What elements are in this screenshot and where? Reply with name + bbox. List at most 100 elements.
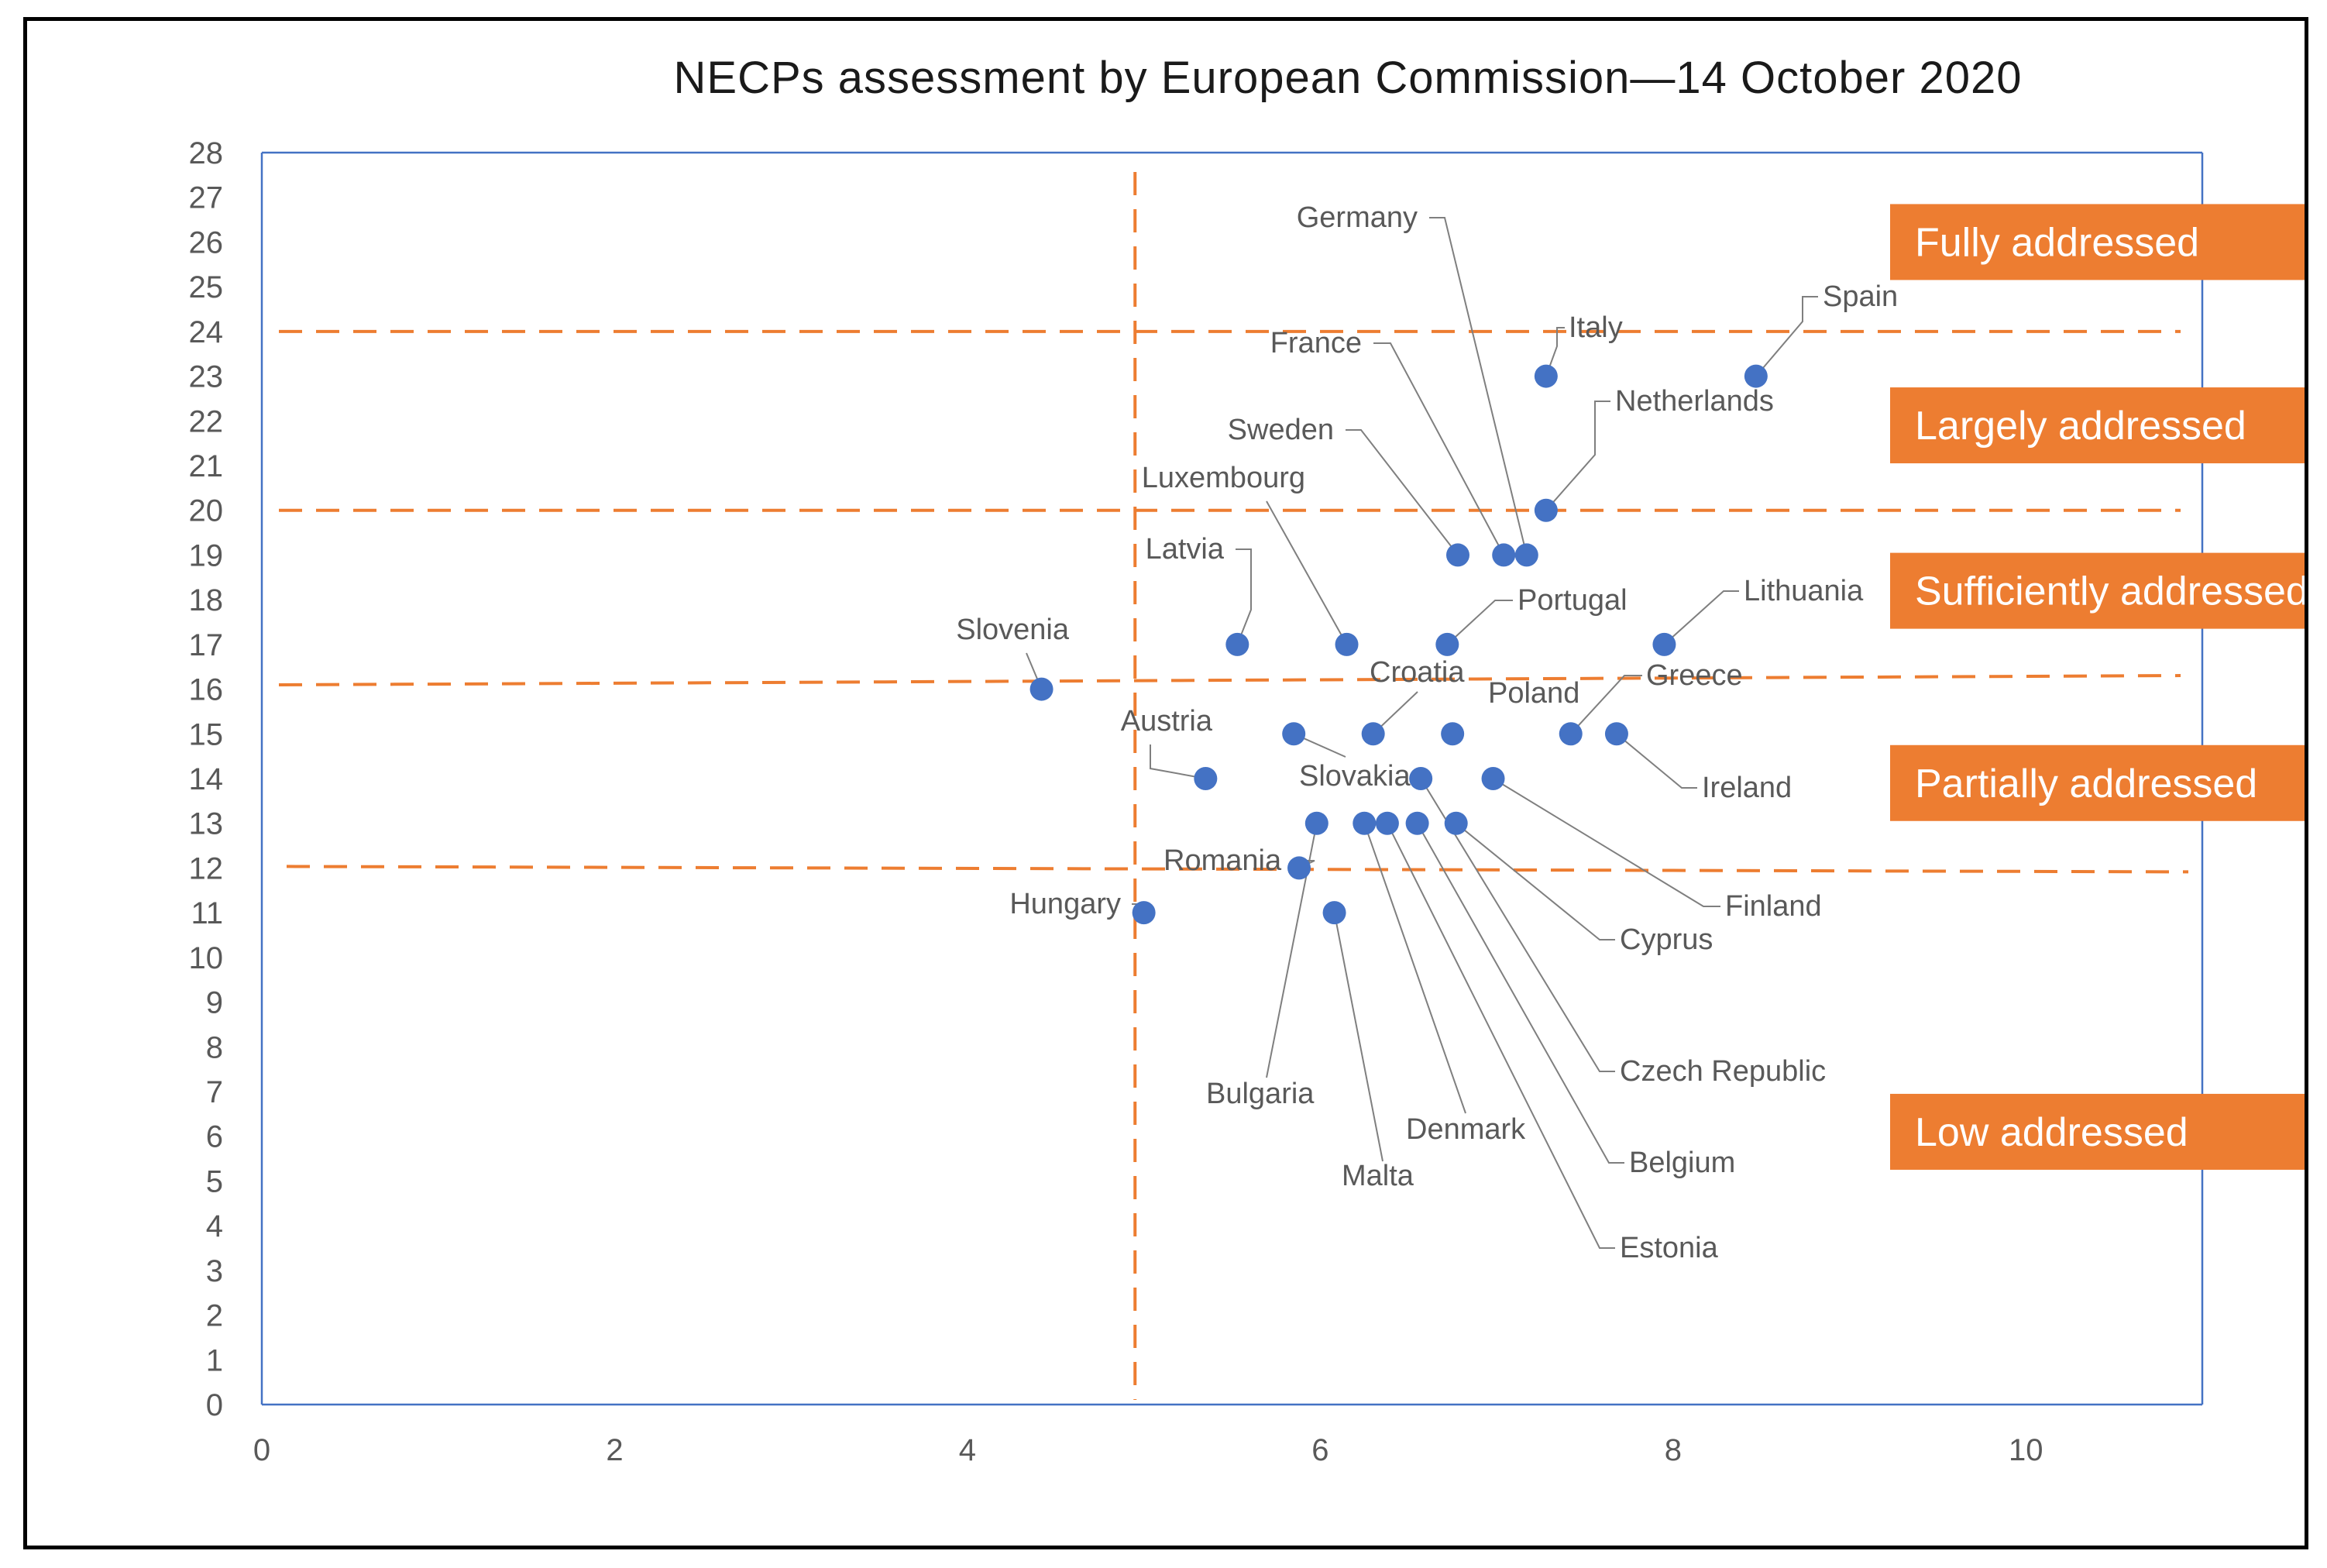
leader-line bbox=[1346, 429, 1459, 556]
data-point bbox=[1375, 811, 1399, 835]
y-tick-label: 2 bbox=[206, 1299, 223, 1333]
y-tick-label: 22 bbox=[189, 404, 224, 438]
point-label: Estonia bbox=[1620, 1232, 1719, 1264]
point-label: Latvia bbox=[1146, 533, 1225, 566]
data-point bbox=[1444, 811, 1468, 835]
leader-line bbox=[1236, 548, 1252, 645]
data-point bbox=[1132, 901, 1156, 925]
figure-frame: NECPs assessment by European Commission—… bbox=[23, 17, 2308, 1549]
scatter-chart: NECPs assessment by European Commission—… bbox=[189, 53, 2305, 1467]
y-tick-label: 18 bbox=[189, 583, 224, 617]
point-label: Romania bbox=[1164, 844, 1282, 877]
point-label: Poland bbox=[1488, 677, 1579, 710]
data-point bbox=[1481, 767, 1505, 790]
point-label: Lithuania bbox=[1744, 575, 1864, 607]
data-point bbox=[1353, 811, 1377, 835]
category-label: Fully addressed bbox=[1915, 220, 2199, 265]
y-tick-label: 13 bbox=[189, 807, 224, 841]
y-tick-label: 25 bbox=[189, 270, 224, 304]
leader-line bbox=[1456, 822, 1615, 940]
point-label: Luxembourg bbox=[1142, 462, 1305, 494]
point-label: Croatia bbox=[1370, 656, 1465, 689]
point-labels: Germany Italy Spain France Netherlands Sweden… bbox=[956, 201, 1898, 1264]
data-point bbox=[1361, 722, 1385, 746]
category-label: Largely addressed bbox=[1915, 404, 2246, 449]
y-tick-label: 14 bbox=[189, 762, 224, 796]
data-point bbox=[1287, 856, 1311, 880]
data-point bbox=[1534, 498, 1558, 522]
leader-line bbox=[1663, 590, 1739, 645]
data-point bbox=[1029, 677, 1054, 701]
point-label: Germany bbox=[1297, 201, 1418, 234]
y-tick-label: 7 bbox=[206, 1075, 223, 1109]
y-tick-label: 1 bbox=[206, 1343, 223, 1377]
point-label: Sweden bbox=[1228, 414, 1334, 446]
x-tick-label: 2 bbox=[606, 1433, 623, 1467]
category-box-bg bbox=[1890, 204, 2305, 280]
point-label: Slovakia bbox=[1299, 760, 1411, 793]
y-tick-label: 0 bbox=[206, 1388, 223, 1422]
data-point bbox=[1225, 632, 1249, 656]
point-label: Cyprus bbox=[1620, 923, 1713, 956]
y-tick-label: 23 bbox=[189, 360, 224, 394]
chart-title: NECPs assessment by European Commission—… bbox=[674, 53, 2023, 103]
leader-line bbox=[1387, 823, 1615, 1249]
threshold-line-horizontal bbox=[278, 674, 2181, 687]
leader-line bbox=[1150, 744, 1206, 779]
leader-line bbox=[1545, 327, 1565, 377]
y-tick-label: 20 bbox=[189, 494, 224, 528]
category-box: Partially addressed bbox=[1890, 744, 2305, 821]
data-point bbox=[1652, 632, 1676, 656]
data-point bbox=[1322, 901, 1346, 925]
data-point bbox=[1435, 632, 1459, 656]
y-tick-label: 15 bbox=[189, 717, 224, 751]
leader-line bbox=[1373, 342, 1505, 555]
point-label: Finland bbox=[1725, 890, 1822, 923]
y-tick-label: 12 bbox=[189, 851, 224, 885]
point-label: Slovenia bbox=[956, 614, 1070, 646]
point-label: Hungary bbox=[1009, 888, 1121, 920]
y-tick-label: 10 bbox=[189, 941, 224, 975]
category-box-bg bbox=[1890, 1093, 2305, 1170]
category-box-bg bbox=[1890, 387, 2305, 464]
point-label: Portugal bbox=[1518, 584, 1628, 617]
point-label: Netherlands bbox=[1615, 385, 1774, 418]
point-label: Belgium bbox=[1629, 1147, 1735, 1179]
data-point bbox=[1604, 722, 1628, 746]
category-label: Sufficiently addressed bbox=[1915, 569, 2305, 614]
category-labels: Fully addressed Largely addressed Sufficie… bbox=[1890, 204, 2305, 1170]
x-tick-label: 8 bbox=[1665, 1433, 1682, 1467]
data-point bbox=[1514, 543, 1538, 567]
y-tick-label: 17 bbox=[189, 628, 224, 662]
leader-line bbox=[1492, 778, 1720, 907]
leader-line bbox=[1420, 778, 1615, 1072]
leader-lines bbox=[1026, 217, 1818, 1249]
y-tick-label: 3 bbox=[206, 1254, 223, 1288]
category-label: Low addressed bbox=[1915, 1110, 2188, 1155]
leader-line bbox=[1416, 823, 1624, 1164]
x-tick-label: 0 bbox=[253, 1433, 270, 1467]
y-tick-label: 4 bbox=[206, 1209, 223, 1243]
y-tick-label: 28 bbox=[189, 136, 224, 170]
leader-line bbox=[1333, 912, 1383, 1162]
threshold-lines bbox=[278, 172, 2189, 1400]
point-label: Italy bbox=[1569, 311, 1623, 344]
category-box-bg bbox=[1890, 744, 2305, 821]
category-box: Sufficiently addressed bbox=[1890, 552, 2305, 629]
category-box-bg bbox=[1890, 552, 2305, 629]
leader-line bbox=[1569, 675, 1642, 734]
point-label: Spain bbox=[1823, 280, 1898, 313]
leader-line bbox=[1429, 217, 1528, 555]
category-label: Partially addressed bbox=[1915, 762, 2257, 806]
data-point bbox=[1744, 364, 1768, 388]
y-tick-label: 26 bbox=[189, 225, 224, 260]
point-label: Malta bbox=[1342, 1160, 1414, 1192]
threshold-line-horizontal bbox=[286, 865, 2189, 874]
y-tick-label: 19 bbox=[189, 538, 224, 573]
data-point bbox=[1282, 722, 1306, 746]
category-box: Largely addressed bbox=[1890, 387, 2305, 464]
y-tick-label: 5 bbox=[206, 1164, 223, 1198]
x-tick-label: 10 bbox=[2009, 1433, 2043, 1467]
data-point bbox=[1534, 364, 1558, 388]
point-label: France bbox=[1270, 327, 1362, 359]
